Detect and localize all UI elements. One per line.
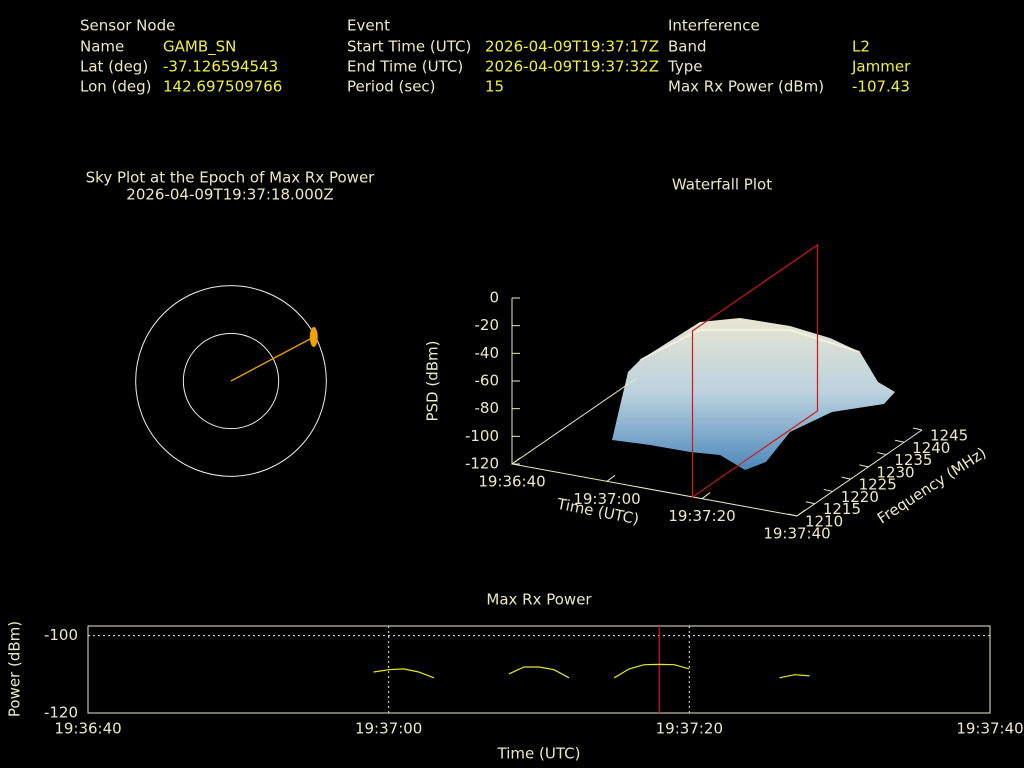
interference-source	[309, 326, 318, 347]
y-tick	[841, 476, 851, 480]
interference-direction	[230, 336, 315, 382]
field-value: -107.43	[852, 78, 910, 96]
field-value: 2026-04-09T19:37:32Z	[485, 58, 659, 76]
x-tick	[606, 474, 616, 482]
field-label: Lat (deg)	[80, 58, 148, 76]
x-tick-label: 19:37:20	[668, 507, 735, 525]
y-tick	[895, 439, 905, 443]
y-tick-label: 1215	[823, 500, 861, 518]
z-tick-label: 0	[489, 289, 499, 307]
field-value: 2026-04-09T19:37:17Z	[485, 38, 659, 56]
x-tick-label: 19:37:00	[355, 720, 422, 738]
y-tick-label: 1225	[859, 476, 897, 494]
psd-surface	[612, 318, 895, 470]
y-tick-label: 1210	[805, 513, 843, 531]
z-tick-label: -60	[475, 372, 500, 390]
axis-frame	[510, 377, 923, 517]
x-tick-label: 19:37:00	[573, 490, 640, 508]
section-heading: Interference	[668, 17, 760, 35]
field-label: Band	[668, 38, 707, 56]
surface-ridge	[639, 329, 861, 361]
power-line	[373, 663, 810, 679]
field-value: 15	[485, 78, 504, 96]
field-label: Name	[80, 38, 124, 56]
x-axis-label: Time (UTC)	[497, 745, 581, 763]
x-tick-label: 19:37:40	[763, 525, 830, 543]
x-tick-label: 19:36:40	[54, 720, 121, 738]
y-tick	[787, 513, 798, 517]
info-panel: Sensor Node Name GAMB_SN Lat (deg) -37.12659…	[80, 17, 911, 96]
field-value: 142.697509766	[163, 78, 282, 96]
x-tick	[701, 492, 711, 500]
x-tick	[796, 509, 806, 517]
field-label: Type	[667, 58, 702, 76]
section-heading: Event	[347, 17, 390, 35]
y-tick	[912, 427, 923, 431]
field-label: End Time (UTC)	[347, 58, 463, 76]
field-value: L2	[852, 38, 870, 56]
field-value: GAMB_SN	[163, 38, 236, 57]
elevation-ring	[135, 285, 327, 477]
chart-subtitle: 2026-04-09T19:37:18.000Z	[126, 186, 333, 204]
field-value: Jammer	[851, 58, 911, 76]
y-tick-label: -100	[44, 626, 78, 644]
field-label: Start Time (UTC)	[347, 38, 471, 56]
z-tick-label: -100	[465, 427, 499, 445]
x-tick-label: 19:36:40	[478, 473, 545, 491]
z-axis-label: PSD (dBm)	[424, 340, 442, 421]
max-power-plot: Max Rx Power Time (UTC) Power (dBm) -120 -10…	[6, 591, 1024, 763]
x-tick-label: 19:37:40	[956, 720, 1023, 738]
plot-frame	[87, 625, 991, 714]
z-tick-label: -40	[475, 344, 500, 362]
chart-title: Waterfall Plot	[672, 176, 772, 194]
y-axis-label: Power (dBm)	[6, 621, 24, 717]
y-tick	[877, 452, 887, 456]
chart-title: Sky Plot at the Epoch of Max Rx Power	[86, 169, 376, 187]
x-tick	[511, 457, 521, 465]
epoch-plane	[691, 243, 819, 499]
field-label: Lon (deg)	[80, 78, 152, 96]
z-tick-label: -20	[475, 316, 500, 334]
chart-title: Max Rx Power	[486, 591, 592, 609]
sky-plot: Sky Plot at the Epoch of Max Rx Power202…	[86, 169, 376, 477]
section-heading: Sensor Node	[80, 17, 175, 35]
y-tick-label: 1240	[912, 439, 950, 457]
x-tick-label: 19:37:20	[656, 720, 723, 738]
y-tick	[859, 464, 869, 468]
y-tick-label: 1230	[876, 463, 914, 481]
y-tick-label: -120	[44, 704, 78, 722]
y-tick	[823, 488, 833, 492]
field-label: Max Rx Power (dBm)	[668, 78, 824, 96]
z-tick-label: -120	[465, 455, 499, 473]
field-value: -37.126594543	[163, 58, 278, 76]
z-tick-label: -80	[475, 399, 500, 417]
y-tick-label: 1235	[894, 451, 932, 469]
y-tick-label: 1220	[841, 488, 879, 506]
y-tick	[805, 501, 815, 505]
y-tick-label: 1245	[930, 427, 968, 445]
elevation-ring	[182, 332, 280, 430]
field-label: Period (sec)	[347, 78, 436, 96]
